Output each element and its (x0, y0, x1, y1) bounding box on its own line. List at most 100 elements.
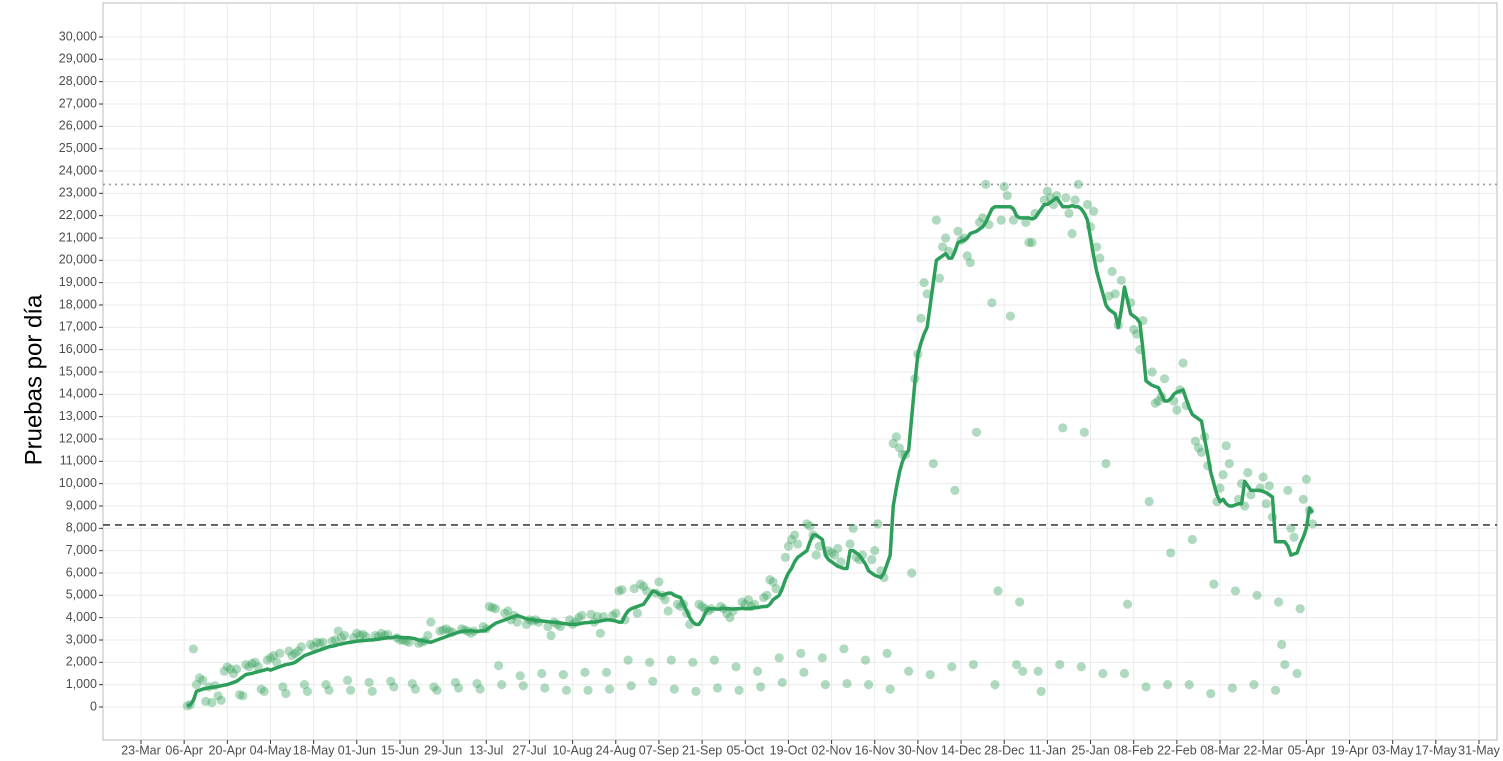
data-point (925, 670, 935, 680)
data-point (830, 550, 840, 560)
data-point (1215, 483, 1225, 493)
data-point (342, 675, 353, 685)
data-point (432, 685, 442, 695)
data-point (731, 662, 741, 672)
data-point (583, 685, 593, 695)
data-point (1230, 586, 1241, 596)
data-point (793, 539, 803, 549)
x-tick-label: 23-Mar (121, 743, 161, 757)
data-point (971, 427, 982, 437)
data-point (712, 683, 723, 693)
data-point (1153, 396, 1163, 406)
data-point (629, 584, 639, 594)
x-tick-label: 08-Feb (1114, 743, 1154, 757)
data-point (1107, 266, 1117, 277)
data-point (725, 613, 735, 623)
y-tick-label: 6,000 (66, 565, 97, 579)
data-point (867, 554, 877, 565)
data-point (626, 681, 636, 691)
data-point (1101, 458, 1111, 469)
data-point (309, 642, 319, 652)
data-point (786, 534, 797, 545)
data-point (842, 678, 852, 689)
data-point (1039, 195, 1049, 205)
data-point (244, 662, 254, 672)
data-point (759, 592, 769, 603)
x-tick-label: 18-May (293, 743, 335, 757)
y-tick-label: 15,000 (59, 364, 97, 378)
data-point (1036, 686, 1046, 696)
data-point (346, 685, 356, 695)
data-point (256, 684, 266, 694)
data-point (697, 601, 707, 612)
data-point (632, 608, 642, 618)
data-point (833, 543, 843, 554)
y-tick-label: 10,000 (59, 476, 97, 490)
x-tick-label: 29-Jun (424, 743, 462, 757)
x-tick-label: 27-Jul (512, 743, 546, 757)
x-tick-label: 05-Oct (727, 743, 765, 757)
y-tick-label: 4,000 (66, 610, 97, 624)
data-point (580, 667, 590, 677)
data-point (1295, 604, 1305, 614)
data-point (1058, 423, 1068, 433)
data-point (1008, 215, 1019, 225)
y-tick-label: 23,000 (59, 186, 97, 200)
data-point (1196, 447, 1207, 457)
data-point (722, 608, 732, 618)
x-tick-label: 04-May (250, 743, 292, 757)
data-point (882, 648, 892, 658)
data-point (1243, 467, 1253, 478)
data-point (275, 648, 285, 658)
y-tick-label: 5,000 (66, 588, 97, 602)
data-point (611, 608, 621, 618)
data-point (990, 680, 1000, 690)
data-point (916, 313, 926, 323)
data-point (247, 658, 257, 669)
data-point (638, 581, 649, 591)
data-point (546, 630, 556, 641)
data-point (1227, 683, 1237, 693)
data-point (219, 666, 229, 676)
data-point (669, 684, 679, 694)
data-point (805, 521, 815, 531)
data-point (774, 653, 784, 663)
data-point (253, 662, 263, 672)
data-point (367, 686, 377, 696)
data-point (500, 608, 510, 618)
data-point (848, 523, 858, 533)
y-tick-label: 2,000 (66, 655, 97, 669)
data-point (645, 657, 655, 667)
data-point (352, 628, 362, 638)
data-point (888, 438, 898, 449)
data-point (756, 682, 766, 692)
data-point (198, 675, 208, 685)
data-point (435, 626, 445, 636)
x-tick-label: 10-Aug (552, 743, 592, 757)
data-point (259, 686, 269, 696)
data-point (789, 530, 800, 540)
x-tick-label: 24-Aug (596, 743, 636, 757)
data-point (299, 680, 309, 690)
data-point (201, 696, 211, 707)
y-tick-label: 30,000 (59, 29, 97, 43)
x-tick-label: 11-Jan (1029, 743, 1066, 757)
data-point (870, 546, 880, 556)
data-point (1163, 680, 1173, 690)
data-point (404, 637, 414, 647)
x-tick-label: 03-May (1372, 743, 1414, 757)
data-point (1079, 427, 1089, 437)
data-point (1283, 485, 1293, 495)
data-point (981, 179, 991, 189)
data-point (1024, 237, 1034, 248)
data-point (518, 681, 528, 691)
data-point (333, 626, 343, 636)
data-point (324, 685, 334, 695)
data-point (962, 251, 972, 261)
data-point (487, 603, 498, 613)
data-point (262, 655, 273, 665)
data-point (737, 597, 747, 607)
data-point (1076, 662, 1086, 672)
data-point (1098, 668, 1108, 679)
data-point (996, 215, 1006, 225)
